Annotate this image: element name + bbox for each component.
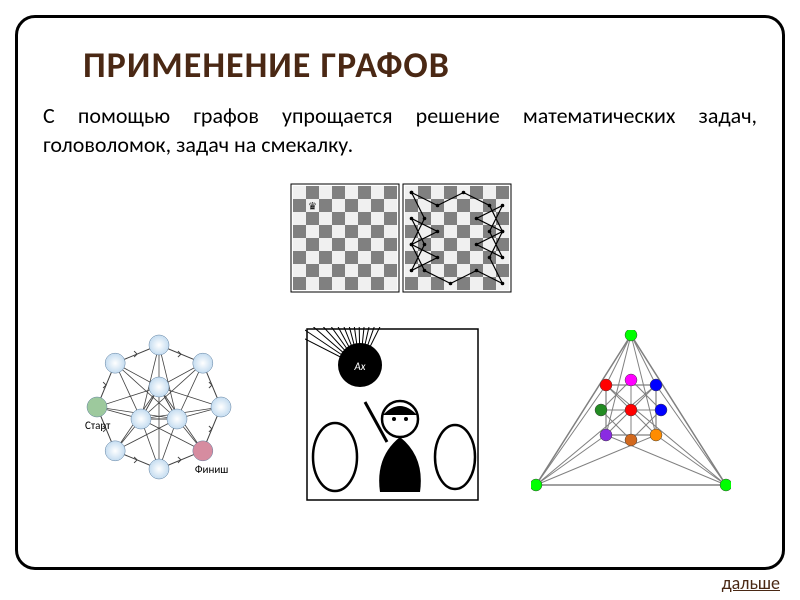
svg-text:Старт: Старт xyxy=(85,419,111,432)
svg-text:Ах: Ах xyxy=(353,360,365,373)
svg-text:Финиш: Финиш xyxy=(194,463,227,476)
cartoon-illustration: Ах xyxy=(305,327,480,502)
wheel-graph: Старт Финиш xyxy=(69,327,254,502)
page-title: ПРИМЕНЕНИЕ ГРАФОВ xyxy=(83,43,757,87)
svg-text:♛: ♛ xyxy=(308,200,317,213)
next-link[interactable]: дальше xyxy=(722,572,780,594)
body-text: С помощью графов упрощается решение мате… xyxy=(43,102,757,159)
chess-puzzle-pair: ♛ xyxy=(285,174,515,304)
triangle-graph xyxy=(531,330,731,500)
